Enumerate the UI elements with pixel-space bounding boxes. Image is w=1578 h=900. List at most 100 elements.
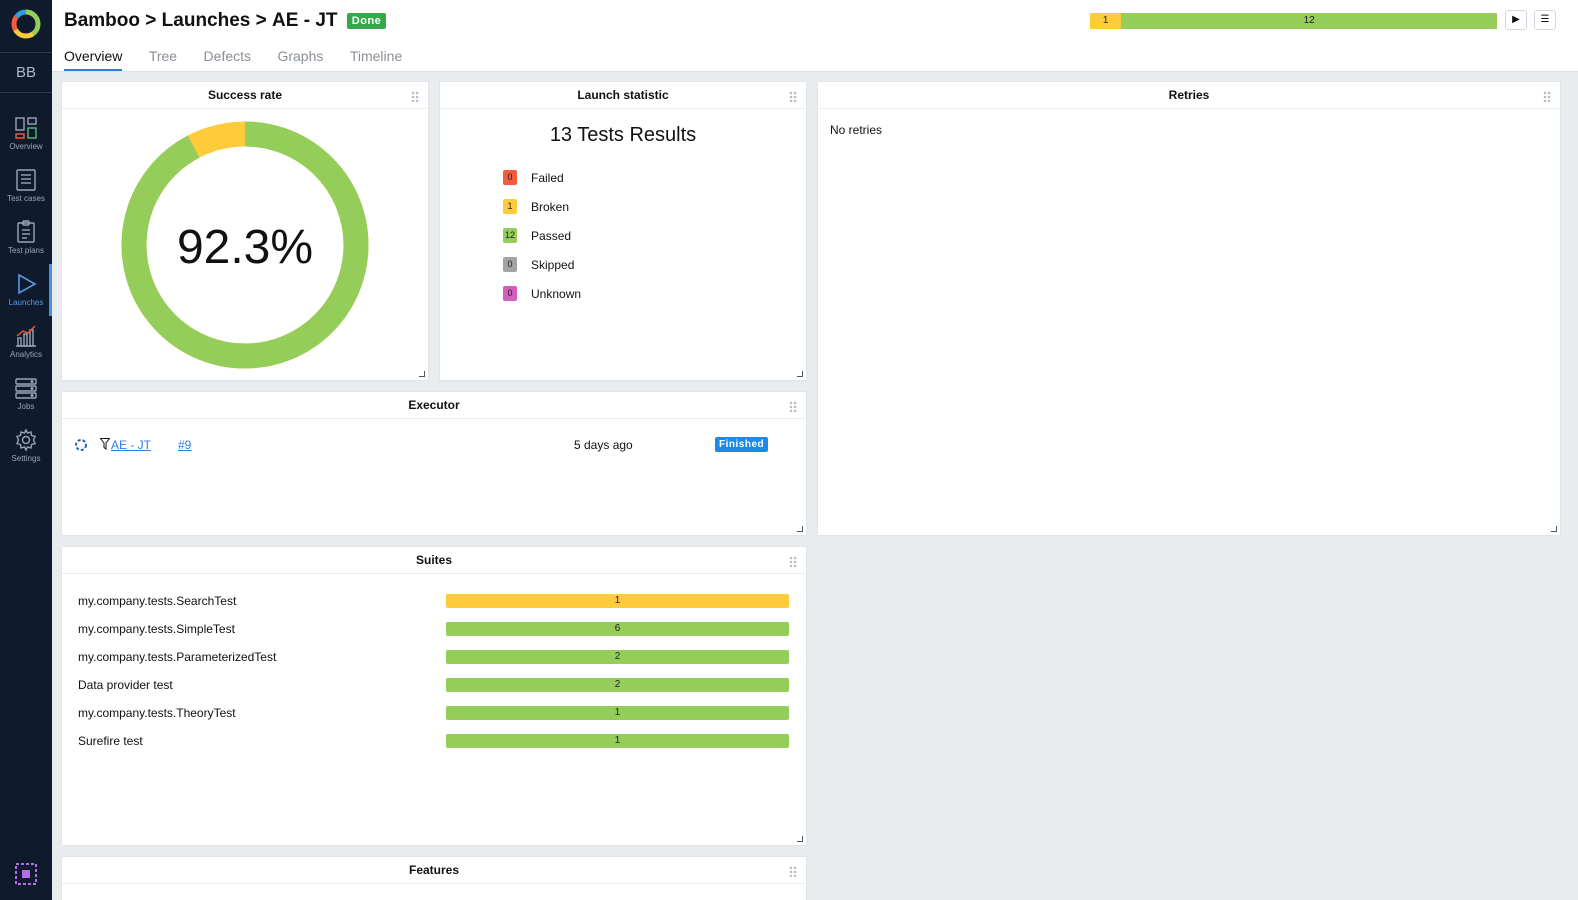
sidebar-item-overview[interactable]: Overview: [0, 112, 52, 162]
widget-header: Suites: [62, 547, 806, 574]
breadcrumb-launch-name: AE - JT: [272, 10, 338, 31]
widget-success-rate: Success rate 92.3%: [61, 81, 429, 381]
plugin-grid-icon[interactable]: [14, 862, 38, 886]
widget-retries: Retries No retries: [817, 81, 1561, 536]
stat-count-badge: 0: [503, 170, 517, 186]
analytics-icon: [16, 325, 36, 347]
sidebar-divider: [0, 92, 52, 93]
breadcrumb-project[interactable]: Bamboo: [64, 10, 140, 31]
sidebar-item-settings[interactable]: Settings: [0, 424, 52, 474]
suite-row[interactable]: Surefire test 1: [78, 733, 790, 749]
test-cases-icon: [16, 169, 36, 191]
suite-status-bar: 1: [446, 706, 789, 720]
gear-icon: [16, 428, 36, 452]
sidebar-item-label: Jobs: [17, 402, 35, 411]
tests-total: 13 Tests Results: [549, 124, 697, 146]
sidebar-item-launches[interactable]: Launches: [0, 264, 52, 318]
bamboo-spinner-icon: [75, 439, 87, 451]
status-bar-segment-passed[interactable]: 12: [1121, 13, 1497, 29]
widget-header: Success rate: [62, 82, 428, 109]
widget-header: Features: [62, 857, 806, 884]
stat-label: Broken: [531, 199, 570, 214]
resize-handle-icon[interactable]: [797, 526, 803, 532]
suite-row[interactable]: my.company.tests.SearchTest 1: [78, 593, 790, 609]
suite-row[interactable]: Data provider test 2: [78, 677, 790, 693]
sidebar-item-analytics[interactable]: Analytics: [0, 320, 52, 370]
run-button[interactable]: ▶: [1505, 10, 1527, 30]
widget-title: Features: [408, 863, 460, 877]
tab-graphs[interactable]: Graphs: [277, 48, 324, 64]
success-rate-value: 92.3%: [177, 221, 313, 274]
stat-count-badge: 0: [503, 257, 517, 273]
drag-handle-icon[interactable]: [1543, 91, 1552, 102]
drag-handle-icon[interactable]: [789, 866, 798, 877]
executor-job-link[interactable]: AE - JT: [111, 438, 152, 452]
widget-title: Executor: [408, 398, 460, 412]
success-rate-donut: 92.3%: [121, 121, 369, 369]
stat-row-failed[interactable]: 0 Failed: [503, 170, 564, 188]
user-avatar[interactable]: BB: [15, 64, 36, 81]
drag-handle-icon[interactable]: [411, 91, 420, 102]
sidebar-item-label: Analytics: [9, 350, 42, 359]
tab-tree[interactable]: Tree: [148, 48, 178, 64]
status-bar-segment-broken[interactable]: 1: [1090, 13, 1122, 29]
breadcrumb-launches[interactable]: Launches: [161, 10, 251, 31]
suite-row[interactable]: my.company.tests.SimpleTest 6: [78, 621, 790, 637]
executor-status-badge: Finished: [715, 437, 769, 452]
drag-handle-icon[interactable]: [789, 401, 798, 412]
sidebar: BB Overview Test cases Test plans Launch…: [0, 0, 52, 900]
overview-icon: [15, 117, 37, 139]
stat-label: Passed: [531, 228, 572, 243]
executor-build-link[interactable]: #9: [178, 438, 192, 452]
resize-handle-icon[interactable]: [419, 371, 425, 377]
menu-button[interactable]: ☰: [1534, 10, 1556, 30]
sidebar-item-jobs[interactable]: Jobs: [0, 372, 52, 422]
suite-status-bar: 6: [446, 622, 789, 636]
launches-icon: [18, 273, 37, 295]
filter-icon[interactable]: [100, 438, 110, 450]
stat-row-skipped[interactable]: 0 Skipped: [503, 257, 574, 275]
stat-count-badge: 1: [503, 199, 517, 215]
breadcrumb-separator: >: [255, 10, 267, 31]
stat-label: Unknown: [531, 286, 582, 301]
stat-row-passed[interactable]: 12 Passed: [503, 228, 571, 246]
widget-launch-statistic: Launch statistic 13 Tests Results 0 Faile…: [439, 81, 807, 381]
executor-time: 5 days ago: [574, 438, 633, 452]
suite-name: my.company.tests.SimpleTest: [78, 622, 235, 636]
resize-handle-icon[interactable]: [797, 371, 803, 377]
drag-handle-icon[interactable]: [789, 91, 798, 102]
widget-header: Executor: [62, 392, 806, 419]
stat-label: Skipped: [531, 257, 575, 272]
executor-row: AE - JT #9 5 days ago Finished: [74, 437, 774, 455]
stat-count-badge: 0: [503, 286, 517, 302]
sidebar-item-label: Test plans: [7, 246, 45, 255]
resize-handle-icon[interactable]: [797, 836, 803, 842]
suite-row[interactable]: my.company.tests.TheoryTest 1: [78, 705, 790, 721]
donut-passed-arc: [121, 121, 369, 369]
widget-title: Launch statistic: [577, 88, 669, 102]
breadcrumb-separator: >: [145, 10, 157, 31]
stat-row-unknown[interactable]: 0 Unknown: [503, 286, 581, 304]
sidebar-item-test-cases[interactable]: Test cases: [0, 164, 52, 214]
stat-row-broken[interactable]: 1 Broken: [503, 199, 569, 217]
suite-status-bar: 1: [446, 594, 789, 608]
tab-timeline[interactable]: Timeline: [349, 48, 403, 64]
resize-handle-icon[interactable]: [1551, 526, 1557, 532]
sidebar-item-test-plans[interactable]: Test plans: [0, 216, 52, 266]
suite-status-bar: 2: [446, 650, 789, 664]
suite-row[interactable]: my.company.tests.ParameterizedTest 2: [78, 649, 790, 665]
launch-status-bar: 1 12: [1090, 13, 1497, 29]
sidebar-item-label: Launches: [8, 298, 44, 307]
widget-header: Launch statistic: [440, 82, 806, 109]
tab-overview[interactable]: Overview: [64, 48, 123, 71]
sidebar-item-label: Test cases: [7, 194, 45, 203]
widget-title: Suites: [415, 553, 452, 567]
launch-status-badge: Done: [346, 13, 387, 29]
tab-defects[interactable]: Defects: [203, 48, 252, 64]
retries-empty-text: No retries: [830, 123, 883, 137]
app-logo-icon[interactable]: [10, 8, 42, 40]
drag-handle-icon[interactable]: [789, 556, 798, 567]
widget-title: Success rate: [207, 88, 283, 102]
page-header: Bamboo > Launches > AE - JT Done Overvie…: [52, 0, 1578, 72]
play-icon: ▶: [1512, 14, 1520, 25]
